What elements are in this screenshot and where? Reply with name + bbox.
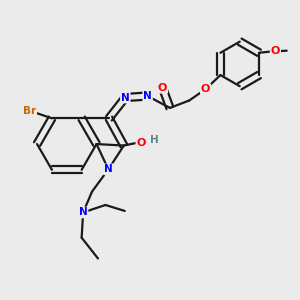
- Text: O: O: [271, 46, 280, 56]
- Text: N: N: [121, 92, 130, 103]
- Text: N: N: [143, 91, 152, 101]
- Text: N: N: [79, 207, 88, 218]
- Text: H: H: [150, 135, 159, 145]
- Text: N: N: [104, 164, 113, 174]
- Text: Br: Br: [23, 106, 36, 116]
- Text: O: O: [201, 84, 210, 94]
- Text: O: O: [158, 83, 167, 93]
- Text: O: O: [136, 138, 146, 148]
